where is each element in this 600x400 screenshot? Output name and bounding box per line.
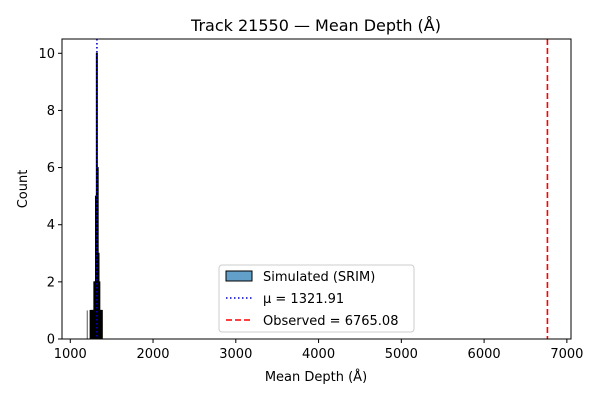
reference-lines	[86, 39, 549, 339]
x-axis-title: Mean Depth (Å)	[265, 369, 367, 385]
plot-area-frame	[61, 38, 572, 340]
chart-title: Track 21550 — Mean Depth (Å)	[190, 16, 441, 35]
histogram-bar	[100, 309, 103, 340]
legend-swatch-histogram	[225, 270, 253, 282]
legend: Simulated (SRIM) μ = 1321.91 Observed = …	[218, 264, 415, 333]
x-tick-label: 6000	[468, 347, 501, 362]
y-tick-label: 0	[47, 333, 55, 348]
legend-frame	[218, 264, 415, 333]
legend-label-observed: Observed = 6765.08	[263, 314, 398, 329]
x-tick-label: 3000	[219, 347, 252, 362]
x-tick-label: 4000	[302, 347, 335, 362]
y-axis-title: Count	[16, 170, 31, 209]
legend-label-histogram: Simulated (SRIM)	[263, 270, 375, 285]
y-tick-label: 2	[47, 275, 55, 290]
legend-label-mean: μ = 1321.91	[263, 292, 344, 307]
x-tick-label: 2000	[136, 347, 169, 362]
x-tick-label: 7000	[550, 347, 583, 362]
y-tick-label: 8	[47, 104, 55, 119]
y-axis: 0 2 4 6 8 10	[38, 47, 62, 348]
x-axis: 1000 2000 3000 4000 5000 6000 7000	[54, 339, 583, 362]
y-tick-label: 10	[38, 47, 55, 62]
x-tick-label: 5000	[385, 347, 418, 362]
x-tick-label: 1000	[54, 347, 87, 362]
y-tick-label: 4	[47, 218, 55, 233]
y-tick-label: 6	[47, 161, 55, 176]
